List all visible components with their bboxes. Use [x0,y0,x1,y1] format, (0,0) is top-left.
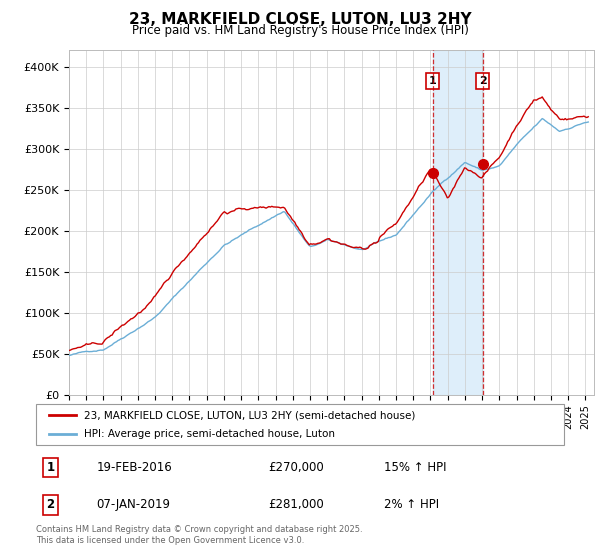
Text: 19-FEB-2016: 19-FEB-2016 [97,461,172,474]
Text: £270,000: £270,000 [268,461,324,474]
Line: 23, MARKFIELD CLOSE, LUTON, LU3 2HY (semi-detached house): 23, MARKFIELD CLOSE, LUTON, LU3 2HY (sem… [69,97,588,351]
HPI: Average price, semi-detached house, Luton: (2.02e+03, 2.6e+05): Average price, semi-detached house, Luto… [439,179,446,185]
23, MARKFIELD CLOSE, LUTON, LU3 2HY (semi-detached house) [65,347,73,354]
HPI: Average price, semi-detached house, Luton: (2.03e+03, 3.33e+05): Average price, semi-detached house, Luto… [584,119,592,125]
HPI: Average price, semi-detached house, Luton: (2.02e+03, 2.7e+05): Average price, semi-detached house, Luto… [449,170,457,177]
23, MARKFIELD CLOSE, LUTON, LU3 2HY (semi-detached house) [539,94,546,100]
Text: £281,000: £281,000 [268,498,324,511]
HPI: Average price, semi-detached house, Luton: (2.02e+03, 3.37e+05): Average price, semi-detached house, Luto… [539,115,546,122]
Text: 1: 1 [428,76,436,86]
Line: HPI: Average price, semi-detached house, Luton: HPI: Average price, semi-detached house,… [69,119,588,356]
FancyBboxPatch shape [36,404,564,445]
Text: 2: 2 [46,498,55,511]
Text: 23, MARKFIELD CLOSE, LUTON, LU3 2HY: 23, MARKFIELD CLOSE, LUTON, LU3 2HY [128,12,472,27]
23, MARKFIELD CLOSE, LUTON, LU3 2HY (semi-detached house) [449,185,457,192]
Text: HPI: Average price, semi-detached house, Luton: HPI: Average price, semi-detached house,… [83,429,335,439]
HPI: Average price, semi-detached house, Luton: (2e+03, 4.8e+04): Average price, semi-detached house, Luto… [65,352,73,359]
23, MARKFIELD CLOSE, LUTON, LU3 2HY (semi-detached house) [452,180,460,186]
Text: 15% ↑ HPI: 15% ↑ HPI [385,461,447,474]
23, MARKFIELD CLOSE, LUTON, LU3 2HY (semi-detached house) [584,113,592,120]
23, MARKFIELD CLOSE, LUTON, LU3 2HY (semi-detached house) [515,119,523,126]
HPI: Average price, semi-detached house, Luton: (2.01e+03, 2.01e+05): Average price, semi-detached house, Luto… [245,227,253,234]
Text: 1: 1 [46,461,55,474]
23, MARKFIELD CLOSE, LUTON, LU3 2HY (semi-detached house) [439,186,446,193]
HPI: Average price, semi-detached house, Luton: (2.02e+03, 2.73e+05): Average price, semi-detached house, Luto… [452,167,460,174]
Text: 23, MARKFIELD CLOSE, LUTON, LU3 2HY (semi-detached house): 23, MARKFIELD CLOSE, LUTON, LU3 2HY (sem… [83,410,415,421]
23, MARKFIELD CLOSE, LUTON, LU3 2HY (semi-detached house) [334,239,341,246]
Text: Price paid vs. HM Land Registry's House Price Index (HPI): Price paid vs. HM Land Registry's House … [131,24,469,36]
23, MARKFIELD CLOSE, LUTON, LU3 2HY (semi-detached house) [245,206,253,213]
Text: 2: 2 [479,76,487,86]
HPI: Average price, semi-detached house, Luton: (2.02e+03, 3.09e+05): Average price, semi-detached house, Luto… [515,138,523,145]
Bar [433,50,482,395]
HPI: Average price, semi-detached house, Luton: (2.01e+03, 1.86e+05): Average price, semi-detached house, Luto… [334,239,341,246]
Text: 07-JAN-2019: 07-JAN-2019 [97,498,171,511]
Text: Contains HM Land Registry data © Crown copyright and database right 2025.
This d: Contains HM Land Registry data © Crown c… [36,525,362,545]
Text: 2% ↑ HPI: 2% ↑ HPI [385,498,440,511]
